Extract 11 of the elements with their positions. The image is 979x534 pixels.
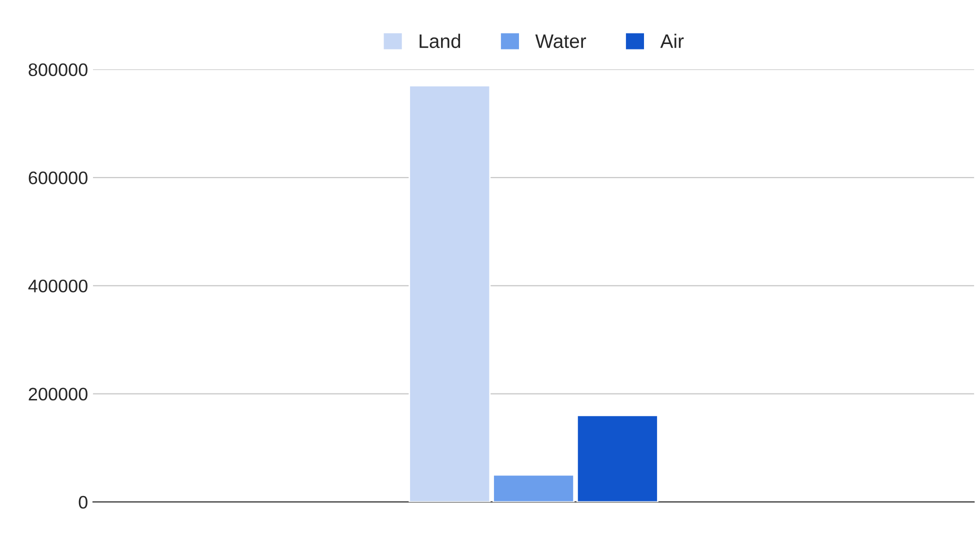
bar xyxy=(408,84,491,502)
bar xyxy=(576,414,658,502)
bar xyxy=(492,474,575,502)
y-tick-label: 400000 xyxy=(28,280,88,292)
y-tick-label: 600000 xyxy=(28,171,88,184)
legend-label: Water xyxy=(535,34,586,48)
y-tick-label: 0 xyxy=(78,496,88,509)
y-tick-label: 200000 xyxy=(28,388,88,401)
y-tick-label: 800000 xyxy=(28,63,88,76)
legend-label: Land xyxy=(420,34,460,48)
legend-label: Air xyxy=(660,34,684,48)
